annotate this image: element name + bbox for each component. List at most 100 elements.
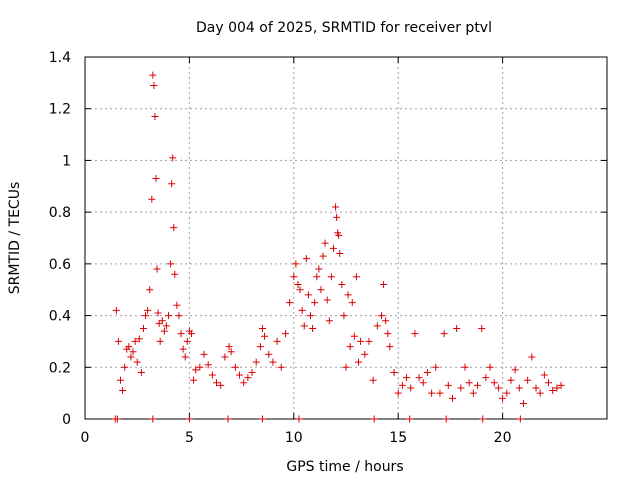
data-point: [196, 363, 204, 371]
data-point: [494, 384, 502, 392]
data-point: [248, 368, 256, 376]
data-point: [156, 337, 164, 345]
data-point: [300, 322, 308, 330]
data-point: [540, 371, 548, 379]
data-point: [423, 368, 431, 376]
data-point: [499, 394, 507, 402]
data-point: [333, 213, 341, 221]
data-point: [269, 358, 277, 366]
data-point: [244, 374, 252, 382]
data-point: [342, 363, 350, 371]
data-point: [549, 387, 557, 395]
data-point: [129, 348, 137, 356]
data-point: [436, 389, 444, 397]
data-point: [524, 376, 532, 384]
data-point: [325, 317, 333, 325]
data-point: [313, 273, 321, 281]
data-point: [175, 312, 183, 320]
data-point: [373, 322, 381, 330]
data-point: [173, 301, 181, 309]
data-point: [277, 363, 285, 371]
data-point: [295, 415, 303, 423]
data-point: [171, 270, 179, 278]
data-point: [221, 353, 229, 361]
y-tick-label: 0.6: [49, 257, 71, 273]
data-point: [225, 343, 233, 351]
data-point: [457, 384, 465, 392]
data-point: [386, 343, 394, 351]
data-point: [181, 353, 189, 361]
data-point: [204, 361, 212, 369]
data-point: [557, 381, 565, 389]
data-point: [112, 306, 120, 314]
data-point: [168, 180, 176, 188]
x-tick-label: 0: [81, 430, 90, 446]
data-point: [532, 384, 540, 392]
data-point: [148, 195, 156, 203]
data-point: [113, 415, 121, 423]
data-point: [224, 415, 232, 423]
y-tick-label: 0: [62, 412, 71, 428]
data-point: [340, 312, 348, 320]
data-point: [258, 415, 266, 423]
data-point: [469, 389, 477, 397]
data-point: [144, 306, 152, 314]
x-tick-label: 10: [285, 430, 303, 446]
data-point: [415, 374, 423, 382]
data-point: [553, 384, 561, 392]
y-axis-label: SRMTID / TECUs: [7, 182, 23, 295]
data-point: [158, 317, 166, 325]
data-point: [256, 343, 264, 351]
data-point: [119, 387, 127, 395]
data-point: [149, 71, 157, 79]
data-point: [116, 376, 124, 384]
data-point: [146, 286, 154, 294]
data-point: [114, 337, 122, 345]
data-point: [187, 330, 195, 338]
data-point: [121, 363, 129, 371]
data-point: [231, 363, 239, 371]
data-point: [361, 350, 369, 358]
data-point: [448, 394, 456, 402]
data-point: [152, 175, 160, 183]
data-point: [273, 337, 281, 345]
data-point: [127, 353, 135, 361]
data-point: [149, 415, 157, 423]
data-point: [511, 366, 519, 374]
data-marks: [111, 71, 565, 423]
data-point: [169, 154, 177, 162]
data-point: [461, 363, 469, 371]
data-point: [390, 368, 398, 376]
data-point: [365, 337, 373, 345]
data-point: [479, 415, 487, 423]
data-point: [298, 306, 306, 314]
data-point: [185, 415, 193, 423]
data-point: [261, 332, 269, 340]
data-point: [217, 381, 225, 389]
data-point: [516, 415, 524, 423]
data-point: [227, 348, 235, 356]
data-point: [336, 250, 344, 258]
data-point: [474, 381, 482, 389]
data-point: [135, 335, 143, 343]
data-point: [377, 312, 385, 320]
data-point: [258, 325, 266, 332]
data-point: [309, 325, 317, 332]
data-point: [304, 291, 312, 299]
data-point: [440, 330, 448, 338]
y-tick-label: 0.4: [49, 309, 71, 325]
data-point: [411, 330, 419, 338]
data-point: [528, 353, 536, 361]
data-point: [407, 384, 415, 392]
data-point: [315, 265, 323, 273]
data-point: [160, 327, 168, 335]
data-point: [296, 286, 304, 294]
data-point: [332, 203, 340, 211]
data-point: [240, 379, 248, 387]
data-point: [432, 363, 440, 371]
data-point: [442, 415, 450, 423]
data-point: [311, 299, 319, 307]
data-point: [162, 322, 170, 330]
data-point: [335, 231, 343, 239]
data-point: [380, 281, 388, 289]
